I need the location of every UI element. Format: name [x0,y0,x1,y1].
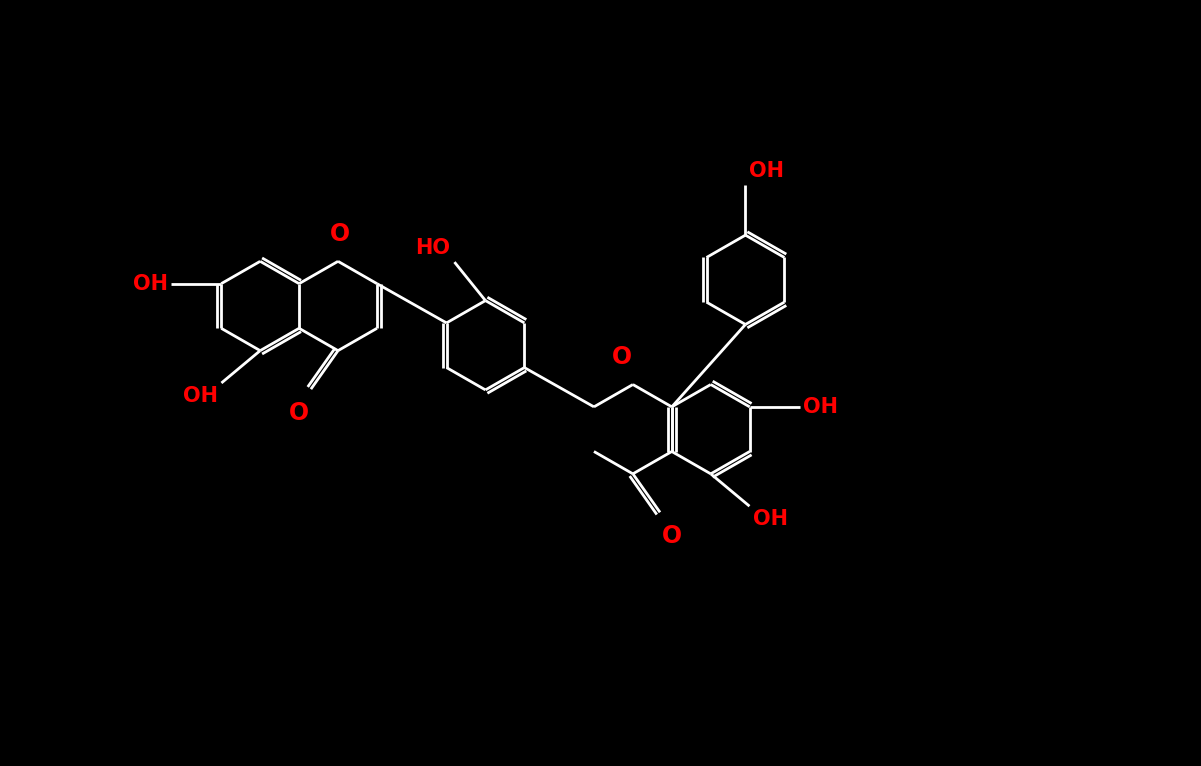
Text: OH: OH [749,161,784,182]
Text: OH: OH [803,397,838,417]
Text: OH: OH [753,509,788,529]
Text: OH: OH [184,386,219,406]
Text: O: O [330,222,351,246]
Text: O: O [289,401,310,424]
Text: OH: OH [133,273,168,293]
Text: HO: HO [416,238,450,258]
Text: O: O [662,524,682,548]
Text: O: O [613,345,632,369]
